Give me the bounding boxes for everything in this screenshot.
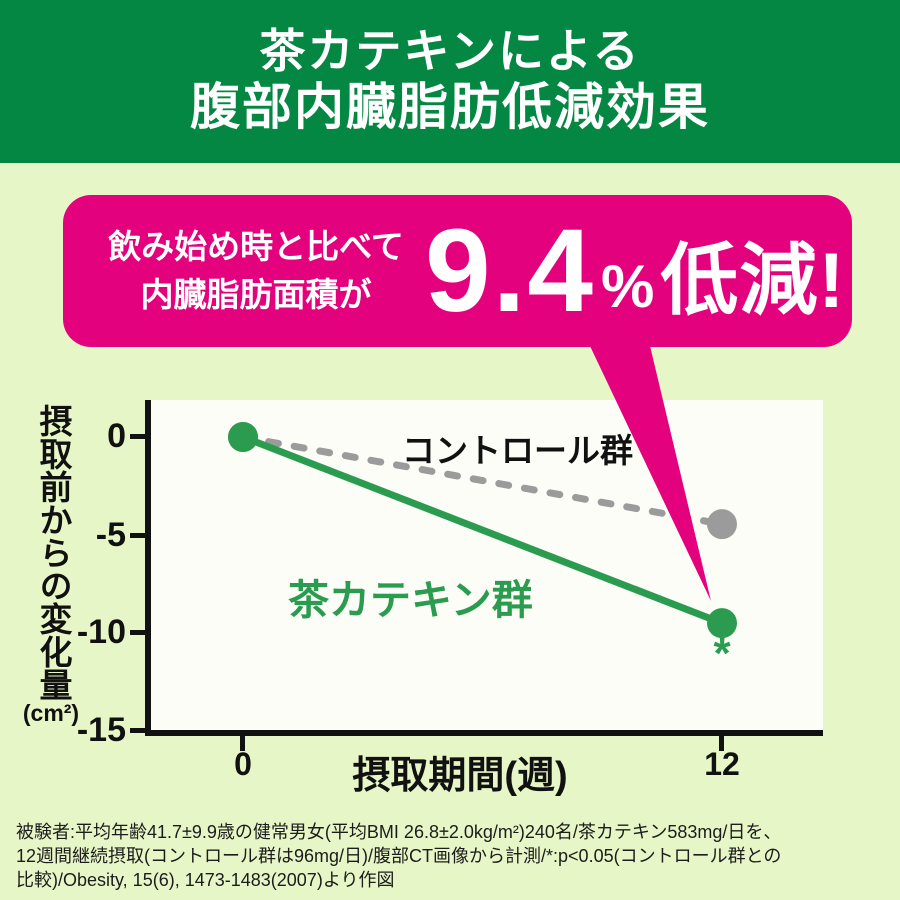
callout-line2: 内臓脂肪面積が — [140, 276, 372, 313]
header-title-line1: 茶カテキンによる — [259, 25, 641, 78]
y-tick-label-0: 0 — [107, 417, 126, 455]
y-axis-title: 摂取前からの変化量 — [35, 404, 72, 701]
x-tick-label-week12: 12 — [704, 746, 740, 782]
line-chart — [228, 422, 737, 639]
y-tick-label-minus10: -10 — [76, 613, 126, 651]
callout-result: 9.4 % 低減! — [425, 204, 846, 337]
y-tick-minus5 — [130, 533, 146, 538]
x-tick-week0 — [240, 736, 245, 751]
y-tick-0 — [130, 434, 146, 439]
x-axis-line — [145, 730, 823, 736]
callout-description: 飲み始め時と比べて 内臓脂肪面積が — [91, 223, 421, 319]
y-tick-label-minus15: -15 — [76, 711, 126, 749]
callout-line1: 飲み始め時と比べて — [108, 228, 404, 266]
x-axis-title: 摂取期間(週) — [352, 755, 568, 797]
x-tick-week12 — [719, 736, 724, 751]
plot-area — [145, 400, 823, 736]
y-axis-unit: (cm²) — [22, 700, 80, 726]
y-axis-line — [145, 400, 151, 736]
significance-asterisk: * — [713, 629, 731, 678]
y-tick-minus10 — [130, 630, 146, 635]
y-tick-minus15 — [130, 728, 146, 733]
study-footnote: 被験者:平均年齢41.7±9.9歳の健常男女(平均BMI 26.8±2.0kg/… — [16, 822, 782, 891]
series-label-control-group: コントロール群 — [402, 432, 633, 469]
result-callout: 飲み始め時と比べて 内臓脂肪面積が 9.4 % 低減! — [63, 195, 852, 347]
y-tick-label-minus5: -5 — [95, 516, 126, 554]
series-label-catechin-group: 茶カテキン群 — [288, 577, 533, 623]
percent-sign: % — [601, 253, 655, 321]
reduction-value: 9.4 — [425, 204, 596, 337]
callout-tail-pointer — [590, 346, 711, 601]
x-tick-label-week0: 0 — [234, 746, 252, 782]
header-title-line2: 腹部内臓脂肪低減効果 — [190, 78, 710, 135]
header-banner: 茶カテキンによる 腹部内臓脂肪低減効果 — [0, 0, 900, 163]
reduction-suffix: 低減! — [660, 236, 846, 325]
